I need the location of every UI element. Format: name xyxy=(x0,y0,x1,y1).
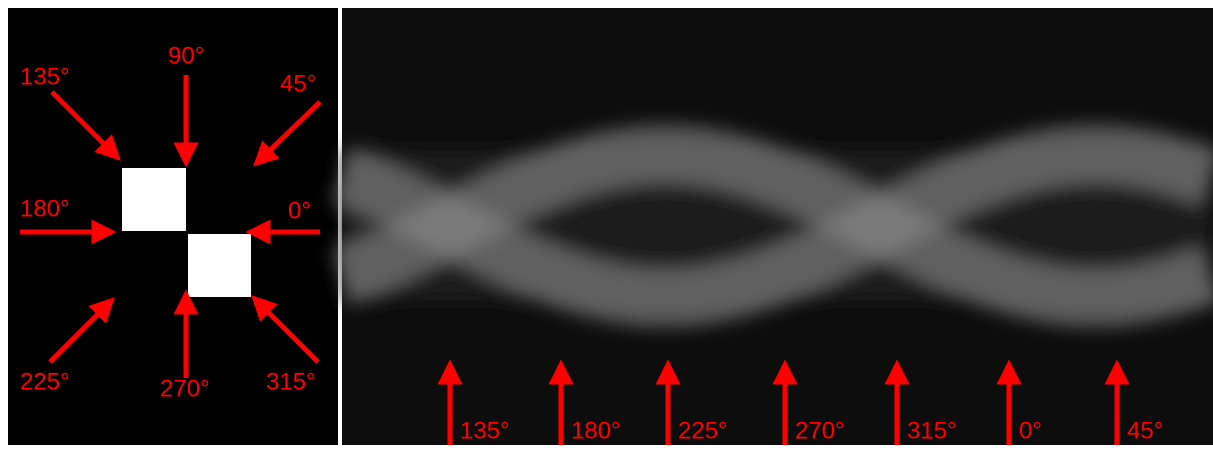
angle-label: 225° xyxy=(678,417,728,444)
figure: 135° 90° 45° 180° 0° 225° 270° 315° 135°… xyxy=(0,0,1213,452)
square xyxy=(188,234,251,297)
angle-label: 270° xyxy=(160,375,210,402)
angle-label: 180° xyxy=(20,195,70,222)
angle-label: 0° xyxy=(1019,417,1042,444)
angle-label: 45° xyxy=(1127,417,1163,444)
angle-label: 180° xyxy=(571,417,621,444)
angle-label: 315° xyxy=(266,368,316,395)
square xyxy=(122,168,186,231)
angle-label: 225° xyxy=(20,368,70,395)
angle-label: 135° xyxy=(460,417,510,444)
angle-label: 45° xyxy=(280,70,316,97)
page: 135° 90° 45° 180° 0° 225° 270° 315° 135°… xyxy=(0,0,1213,452)
angle-label: 135° xyxy=(20,63,70,90)
angle-label: 270° xyxy=(795,417,845,444)
sinogram-bands xyxy=(342,150,1213,300)
angle-label: 315° xyxy=(907,417,957,444)
angle-label: 0° xyxy=(288,197,311,224)
angle-label: 90° xyxy=(168,42,204,69)
